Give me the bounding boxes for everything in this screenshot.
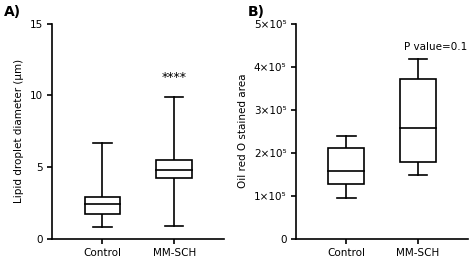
Bar bbox=[328, 148, 364, 184]
Text: P value=0.1: P value=0.1 bbox=[404, 42, 467, 51]
Bar bbox=[400, 79, 436, 162]
Y-axis label: Lipid droplet diameter (μm): Lipid droplet diameter (μm) bbox=[14, 59, 24, 203]
Text: ****: **** bbox=[162, 71, 187, 84]
Y-axis label: Oil red O stained area: Oil red O stained area bbox=[238, 74, 248, 188]
Bar bbox=[84, 197, 120, 214]
Text: B): B) bbox=[248, 5, 265, 19]
Bar bbox=[156, 160, 192, 178]
Text: A): A) bbox=[4, 5, 21, 19]
